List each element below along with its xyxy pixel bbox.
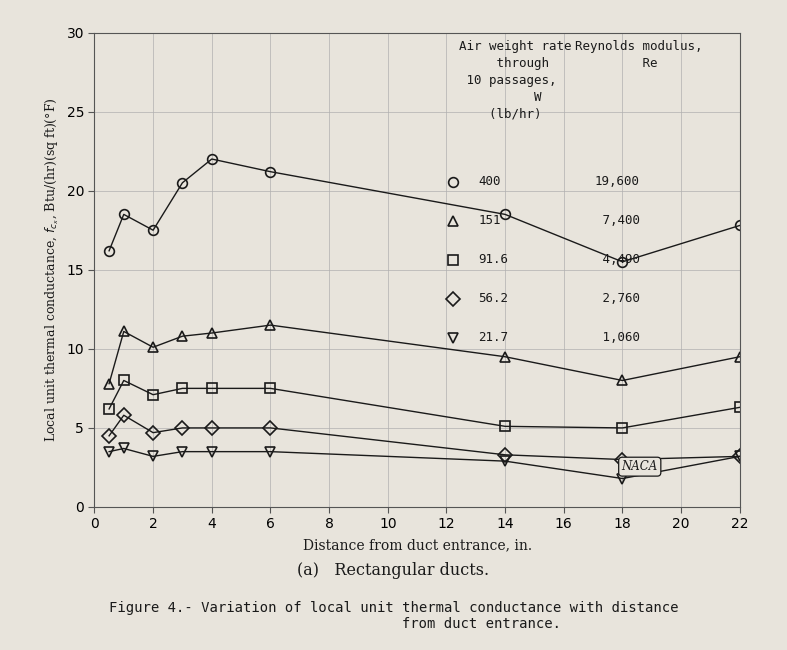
Text: 2,760: 2,760 (595, 292, 640, 306)
Text: (a)   Rectangular ducts.: (a) Rectangular ducts. (297, 562, 490, 579)
Text: 1,060: 1,060 (595, 331, 640, 344)
Text: 151: 151 (478, 214, 501, 227)
Text: Air weight rate
     through
 10 passages,
          W
    (lb/hr): Air weight rate through 10 passages, W (… (459, 40, 571, 121)
Text: 19,600: 19,600 (595, 176, 640, 188)
Y-axis label: Local unit thermal conductance, $f_{c_x}$, Btu/(hr)(sq ft)($\degree$F): Local unit thermal conductance, $f_{c_x}… (43, 98, 61, 442)
Text: 400: 400 (478, 176, 501, 188)
Text: 91.6: 91.6 (478, 254, 508, 266)
Text: Reynolds modulus,
         Re: Reynolds modulus, Re (575, 40, 703, 70)
Text: 7,400: 7,400 (595, 214, 640, 227)
Text: 21.7: 21.7 (478, 331, 508, 344)
X-axis label: Distance from duct entrance, in.: Distance from duct entrance, in. (302, 538, 532, 552)
Text: NACA: NACA (622, 460, 658, 473)
Text: 56.2: 56.2 (478, 292, 508, 306)
Text: Figure 4.- Variation of local unit thermal conductance with distance
           : Figure 4.- Variation of local unit therm… (109, 601, 678, 631)
Text: 4,490: 4,490 (595, 254, 640, 266)
